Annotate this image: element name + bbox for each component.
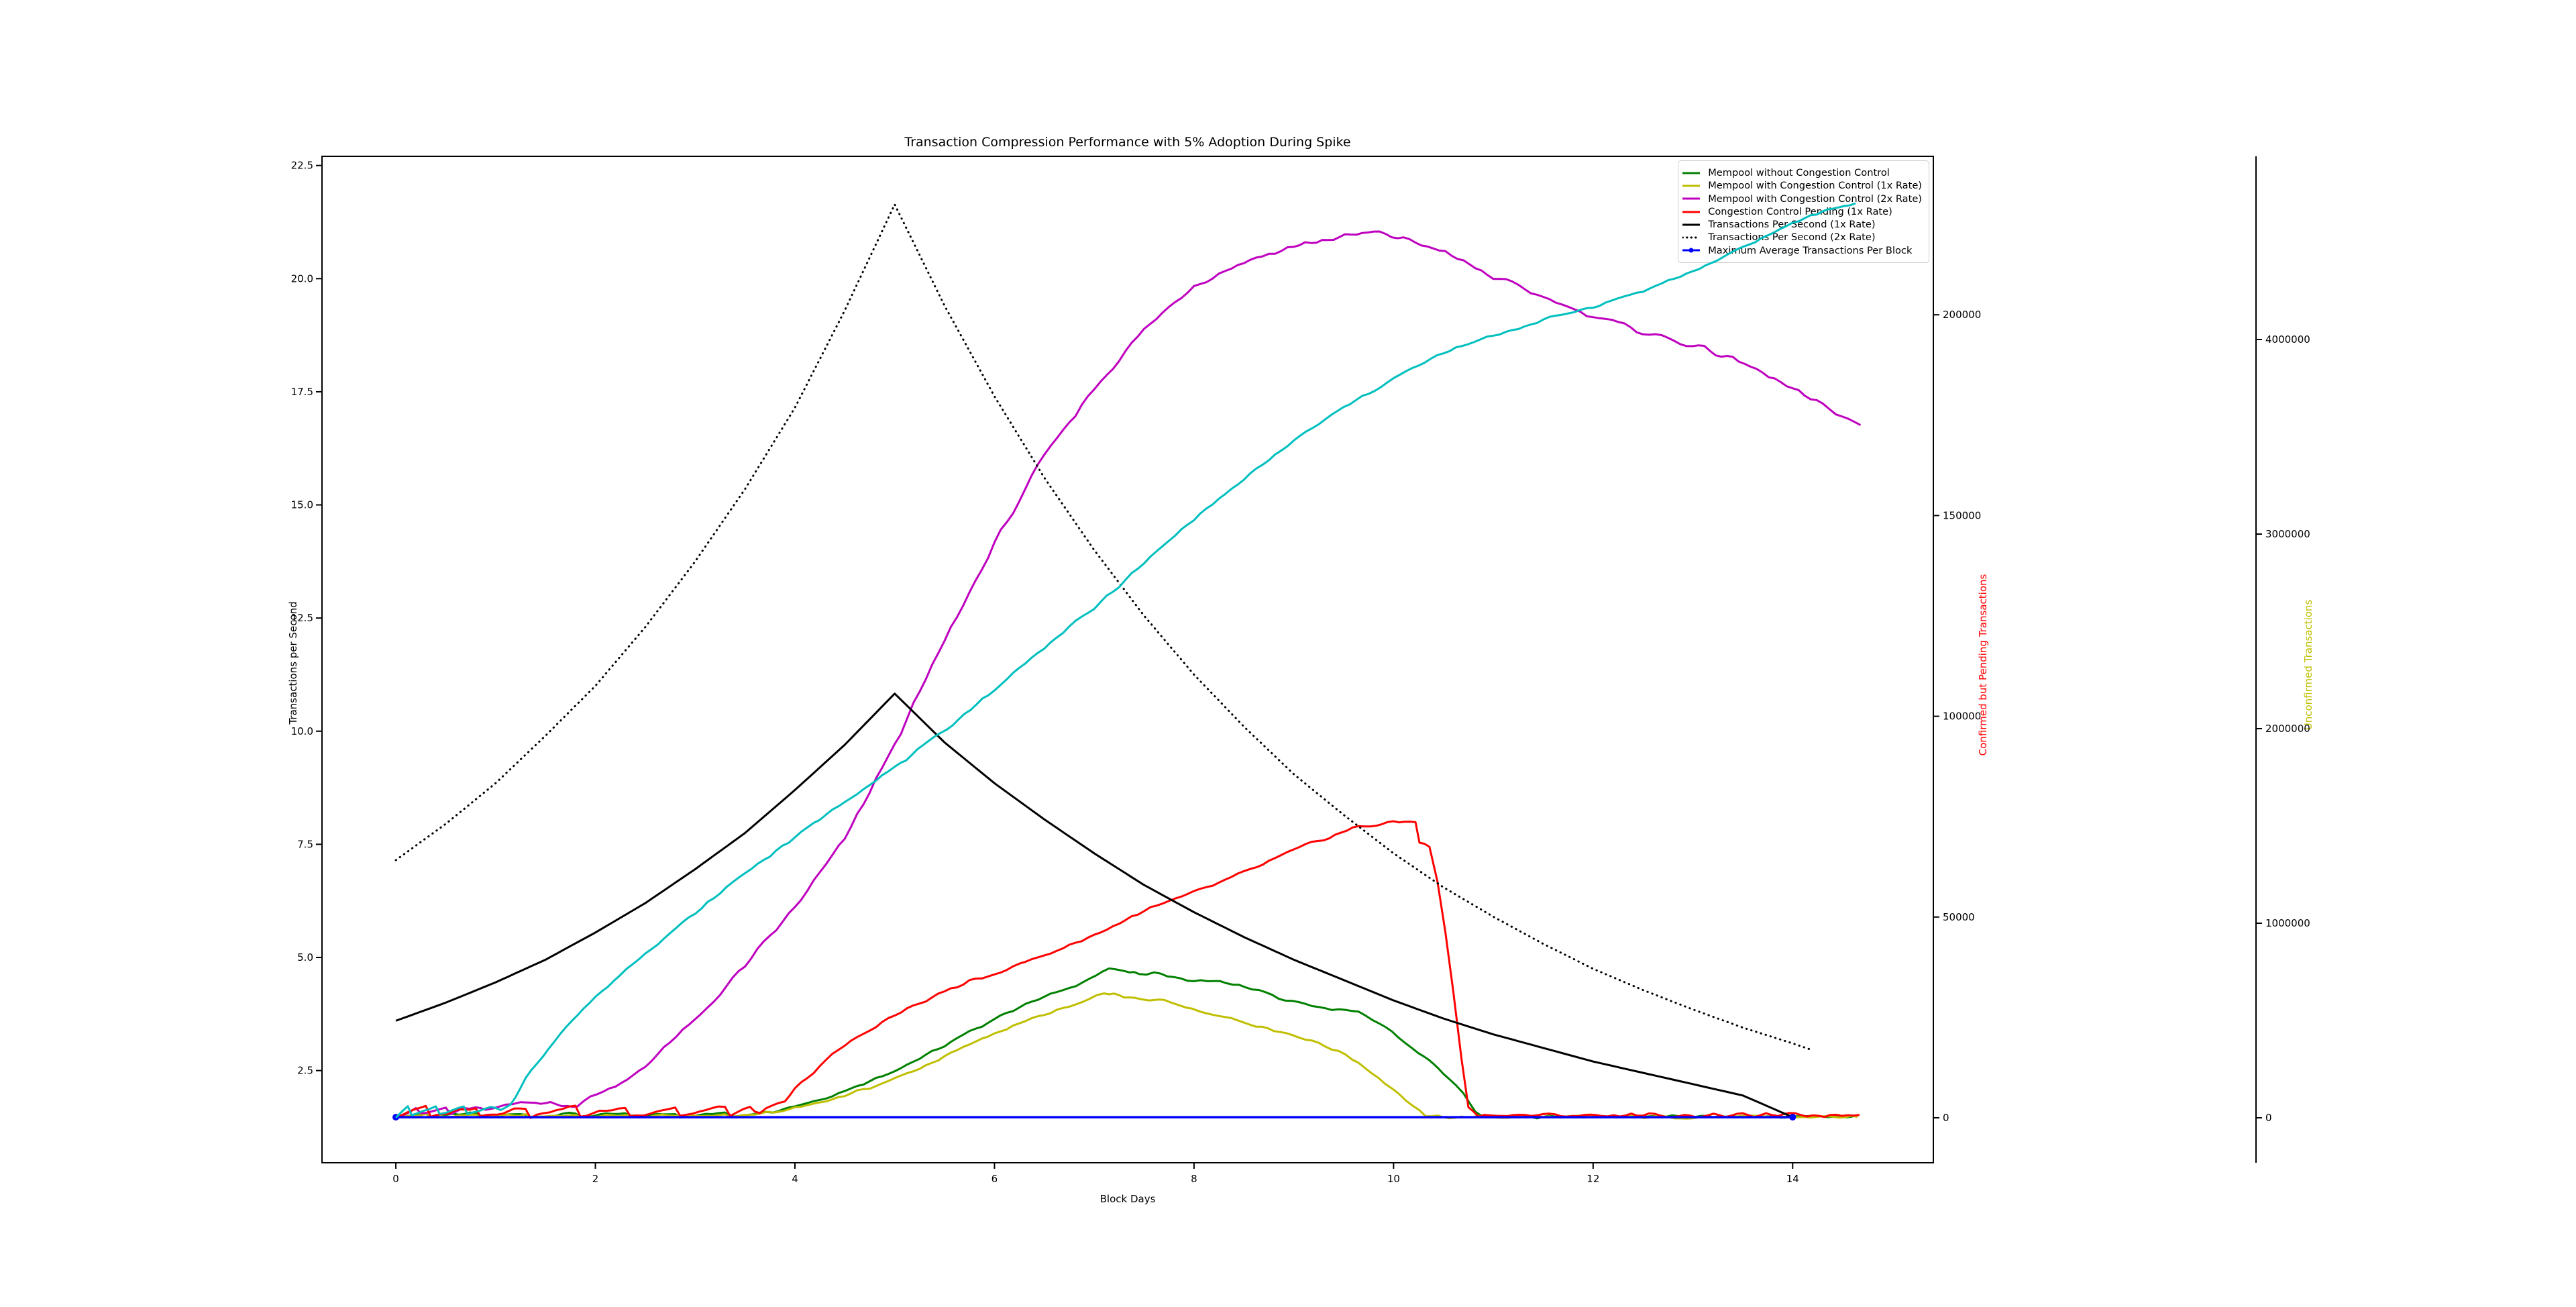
legend-item: Transactions Per Second (1x Rate) bbox=[1682, 218, 1922, 231]
plot-frame bbox=[321, 156, 1934, 1163]
x-axis-label: Block Days bbox=[1099, 1193, 1156, 1205]
legend-item: Congestion Control Pending (1x Rate) bbox=[1682, 205, 1922, 218]
tps-tick-label: 5.0 bbox=[297, 951, 313, 963]
x-tick-label: 0 bbox=[392, 1173, 399, 1185]
series-endpoint-marker bbox=[1789, 1114, 1796, 1121]
tps-tick-label: 15.0 bbox=[291, 499, 313, 511]
pending-tick-label: 150000 bbox=[1943, 509, 1981, 521]
series-transactions-per-second-2x-rate bbox=[394, 203, 1814, 1051]
series-congestion-control-pending-1x-rate bbox=[395, 820, 1860, 1119]
legend-swatch bbox=[1682, 185, 1701, 187]
series-mempool-with-congestion-control-1x-rate bbox=[395, 992, 1858, 1120]
legend-swatch bbox=[1682, 248, 1701, 253]
x-tick-label: 2 bbox=[592, 1173, 599, 1185]
series-unlabeled-cyan bbox=[395, 202, 1856, 1118]
series-mempool-with-congestion-control-2x-rate bbox=[395, 230, 1862, 1120]
legend-item: Mempool with Congestion Control (1x Rate… bbox=[1682, 179, 1922, 192]
tps-tick-label: 10.0 bbox=[291, 725, 313, 737]
legend-item: Transactions Per Second (2x Rate) bbox=[1682, 231, 1922, 244]
legend-label: Congestion Control Pending (1x Rate) bbox=[1708, 205, 1892, 217]
legend-item: Mempool without Congestion Control bbox=[1682, 166, 1922, 179]
y-axis-label-pending-text: Confirmed but Pending Transactions bbox=[1977, 574, 1989, 756]
series-endpoint-marker bbox=[392, 1114, 400, 1121]
legend-swatch bbox=[1682, 236, 1701, 239]
y-axis-label-unconfirmed-text: Unconfirmed Transactions bbox=[2302, 599, 2314, 731]
legend-swatch bbox=[1682, 211, 1701, 213]
tps-tick-label: 2.5 bbox=[297, 1065, 313, 1077]
tps-tick-label: 20.0 bbox=[291, 272, 313, 284]
legend-swatch bbox=[1682, 223, 1701, 226]
y-axis-label-tps-text: Transactions per Second bbox=[287, 601, 299, 725]
unconfirmed-tick-label: 3000000 bbox=[2265, 528, 2310, 540]
legend: Mempool without Congestion Control Mempoo… bbox=[1678, 160, 1929, 264]
legend-item: Mempool with Congestion Control (2x Rate… bbox=[1682, 193, 1922, 205]
legend-label: Mempool without Congestion Control bbox=[1708, 167, 1890, 178]
x-tick-label: 12 bbox=[1587, 1173, 1599, 1185]
pending-tick-label: 100000 bbox=[1943, 711, 1981, 723]
unconfirmed-tick-label: 4000000 bbox=[2265, 333, 2310, 346]
legend-item: Maximum Average Transactions Per Block bbox=[1682, 244, 1922, 257]
x-tick-label: 10 bbox=[1387, 1173, 1400, 1185]
pending-tick-label: 200000 bbox=[1943, 309, 1981, 321]
unconfirmed-tick-label: 0 bbox=[2265, 1112, 2272, 1124]
x-tick-label: 8 bbox=[1191, 1173, 1197, 1185]
unconfirmed-tick-label: 1000000 bbox=[2265, 917, 2310, 929]
tps-tick-label: 7.5 bbox=[297, 838, 313, 850]
series-mempool-without-congestion-control bbox=[395, 967, 1853, 1120]
legend-swatch bbox=[1682, 197, 1701, 200]
tps-tick-label: 22.5 bbox=[291, 160, 313, 172]
x-tick-label: 14 bbox=[1786, 1173, 1799, 1185]
x-tick-label: 4 bbox=[792, 1173, 798, 1185]
legend-label: Mempool with Congestion Control (1x Rate… bbox=[1708, 180, 1922, 192]
legend-label: Transactions Per Second (2x Rate) bbox=[1708, 231, 1876, 244]
pending-tick-label: 0 bbox=[1943, 1112, 1949, 1124]
chart-title: Transaction Compression Performance with… bbox=[904, 135, 1351, 150]
legend-label: Transactions Per Second (1x Rate) bbox=[1708, 219, 1876, 231]
tps-tick-label: 17.5 bbox=[291, 386, 313, 398]
x-tick-label: 6 bbox=[991, 1173, 998, 1185]
legend-swatch bbox=[1682, 172, 1701, 174]
legend-label: Mempool with Congestion Control (2x Rate… bbox=[1708, 193, 1922, 205]
pending-tick-label: 50000 bbox=[1943, 911, 1975, 923]
series-transactions-per-second-1x-rate bbox=[395, 692, 1793, 1118]
legend-label: Maximum Average Transactions Per Block bbox=[1708, 244, 1913, 256]
